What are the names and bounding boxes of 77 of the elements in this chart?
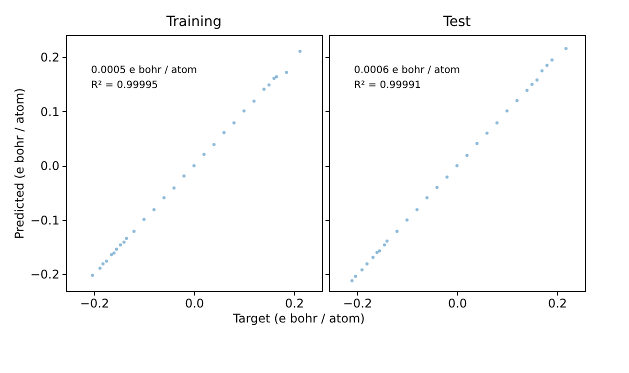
point xyxy=(435,186,439,189)
point xyxy=(262,88,266,91)
point xyxy=(564,46,568,50)
point xyxy=(122,240,126,244)
point xyxy=(505,109,509,113)
point xyxy=(365,262,369,266)
chart-title: Test xyxy=(442,14,472,30)
point xyxy=(540,69,544,72)
point xyxy=(382,243,386,246)
point xyxy=(445,176,449,179)
point xyxy=(535,78,539,82)
point xyxy=(274,75,278,78)
point xyxy=(495,121,499,124)
point xyxy=(192,164,196,168)
point xyxy=(98,266,102,270)
x-tick-label: 0.2 xyxy=(548,296,568,310)
y-tick-label: 0.1 xyxy=(40,104,60,119)
point xyxy=(425,196,429,200)
point xyxy=(112,251,116,255)
point xyxy=(475,142,479,146)
x-axis-title: Target (e bohr / atom) xyxy=(232,312,365,326)
point xyxy=(242,109,246,113)
point xyxy=(118,243,122,246)
point xyxy=(222,131,226,134)
point xyxy=(371,256,375,259)
point xyxy=(350,279,354,282)
point xyxy=(267,83,271,86)
point xyxy=(455,164,459,168)
point xyxy=(162,196,166,200)
annotation: R² = 0.99991 xyxy=(354,80,422,91)
annotation: 0.0005 e bohr / atom xyxy=(91,65,198,76)
x-tick-label: 0.0 xyxy=(184,296,204,310)
point xyxy=(132,230,136,233)
y-tick-label: −0.1 xyxy=(30,213,60,228)
point xyxy=(415,208,419,212)
chart-title: Training xyxy=(165,14,222,30)
point xyxy=(530,82,534,86)
point xyxy=(101,262,105,266)
point xyxy=(202,152,206,156)
point xyxy=(172,186,176,190)
x-tick-label: 0.2 xyxy=(284,296,304,310)
point xyxy=(525,88,529,92)
point xyxy=(110,253,114,256)
point xyxy=(485,132,489,135)
y-tick-label: −0.2 xyxy=(30,268,60,282)
point xyxy=(182,174,186,178)
point xyxy=(405,218,409,222)
point xyxy=(152,208,156,212)
y-tick-label: 0.0 xyxy=(40,159,60,174)
point xyxy=(360,268,364,272)
annotation: 0.0006 e bohr / atom xyxy=(354,65,460,76)
x-tick-label: 0.0 xyxy=(448,296,468,310)
point xyxy=(550,58,554,62)
point xyxy=(545,64,549,67)
point xyxy=(142,218,146,221)
y-tick-label: 0.2 xyxy=(40,50,60,65)
point xyxy=(212,142,216,146)
point xyxy=(465,154,469,157)
point xyxy=(114,248,118,251)
point xyxy=(375,250,379,254)
point xyxy=(378,249,382,252)
point xyxy=(354,274,358,278)
point xyxy=(395,230,399,233)
point xyxy=(232,121,236,124)
point xyxy=(272,76,276,80)
point xyxy=(515,99,519,102)
point xyxy=(385,240,389,243)
point xyxy=(104,260,108,263)
point xyxy=(90,274,94,277)
point xyxy=(298,50,302,53)
annotation: R² = 0.99995 xyxy=(91,80,158,91)
point xyxy=(284,70,288,74)
x-tick-label: −0.2 xyxy=(342,296,372,310)
y-axis-title: Predicted (e bohr / atom) xyxy=(12,88,26,239)
point xyxy=(252,100,256,103)
x-tick-label: −0.2 xyxy=(80,296,110,310)
point xyxy=(124,236,128,240)
